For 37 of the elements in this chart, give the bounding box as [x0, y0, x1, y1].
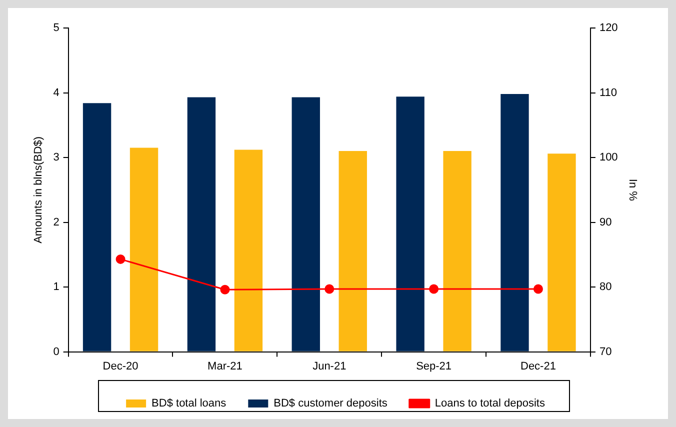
- y-tick-label: 2: [53, 216, 60, 228]
- bar: [443, 151, 472, 352]
- point: [116, 254, 126, 264]
- y2-axis-title: In %: [626, 178, 638, 202]
- point: [324, 284, 334, 294]
- y-tick-label: 0: [53, 346, 60, 358]
- legend-label: BD$ customer deposits: [274, 398, 388, 410]
- bar: [82, 103, 112, 352]
- y-tick-label: 5: [53, 22, 60, 34]
- y2-tick-label: 70: [599, 346, 612, 358]
- point: [220, 284, 230, 294]
- point: [429, 284, 439, 294]
- bar: [187, 97, 216, 352]
- y-axis-title: Amounts in blns(BD$): [32, 136, 45, 244]
- y2-tick-label: 100: [599, 152, 618, 164]
- legend-label: Loans to total deposits: [434, 398, 546, 410]
- bar: [338, 151, 367, 352]
- y2-tick-label: 80: [599, 281, 612, 294]
- x-tick-label: Dec-20: [102, 360, 138, 372]
- y-tick-label: 1: [53, 281, 60, 294]
- bar: [548, 154, 576, 352]
- y2-tick-label: 90: [599, 216, 612, 228]
- x-tick-label: Mar-21: [208, 360, 242, 372]
- y2-tick-label: 110: [599, 86, 617, 99]
- x-tick-label: Jun-21: [312, 360, 346, 372]
- bar: [130, 148, 158, 352]
- y-tick-label: 4: [53, 86, 60, 99]
- y-tick-label: 3: [53, 152, 60, 164]
- y2-tick-label: 120: [599, 22, 618, 34]
- point: [533, 284, 543, 294]
- x-tick-label: Dec-21: [520, 360, 556, 372]
- bar: [396, 96, 424, 352]
- x-tick-label: Sep-21: [416, 360, 452, 372]
- bar: [500, 94, 529, 352]
- legend-label: BD$ total loans: [152, 398, 227, 410]
- bar: [234, 150, 263, 352]
- bar: [292, 97, 320, 352]
